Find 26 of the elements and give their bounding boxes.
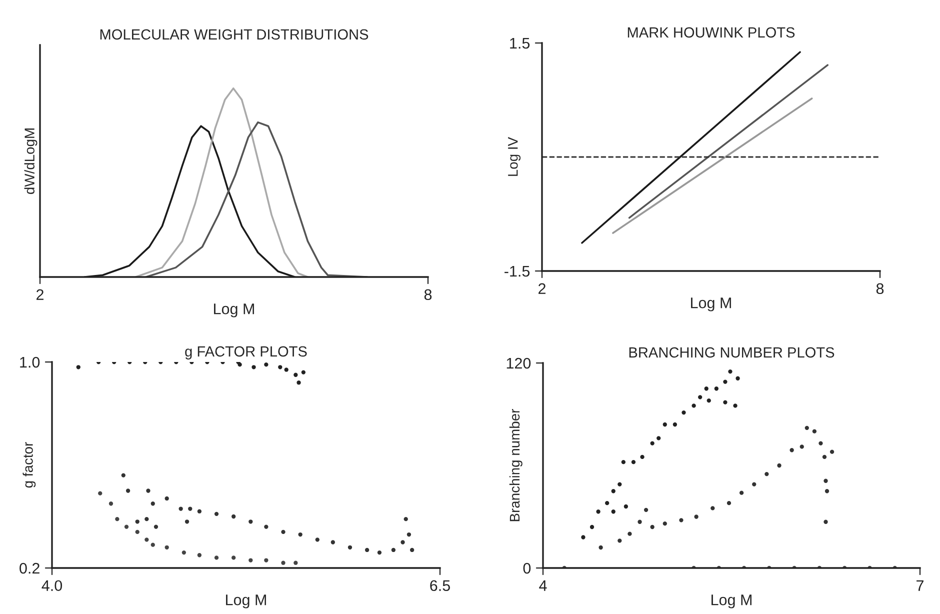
x-axis-title: Log M <box>214 304 254 318</box>
y-axis-title: g factor <box>22 442 36 488</box>
chart-title: MARK HOUWINK PLOTS <box>628 27 795 38</box>
y-tick-label: 1.0 <box>20 356 40 368</box>
y-axis-title: dW/dLogM <box>24 128 38 194</box>
chart-title: BRANCHING NUMBER PLOTS <box>629 347 834 358</box>
x-tick-label: 2 <box>36 289 44 300</box>
x-tick-label: 8 <box>424 289 432 300</box>
x-axis-title: Log M <box>691 298 731 312</box>
y-tick-label: 0 <box>523 562 531 574</box>
chart-title: g FACTOR PLOTS <box>185 346 307 360</box>
x-tick-label: 7 <box>916 580 924 591</box>
x-tick-label: 8 <box>876 283 884 294</box>
x-axis-title: Log M <box>712 594 752 608</box>
x-tick-label: 4 <box>539 580 547 591</box>
y-tick-label: 120 <box>506 358 531 369</box>
x-tick-label: 6.5 <box>430 580 450 592</box>
chart-title: MOLECULAR WEIGHT DISTRIBUTIONS <box>100 29 368 40</box>
y-axis-title: Branching number <box>509 408 522 522</box>
y-tick-label: 1.5 <box>510 38 530 49</box>
x-tick-label: 4.0 <box>42 580 62 592</box>
x-axis-title: Log M <box>226 594 266 608</box>
y-tick-label: -1.5 <box>504 266 530 277</box>
x-tick-label: 2 <box>538 283 546 294</box>
y-tick-label: 0.2 <box>20 562 40 574</box>
y-axis-title: Log IV <box>508 136 521 176</box>
